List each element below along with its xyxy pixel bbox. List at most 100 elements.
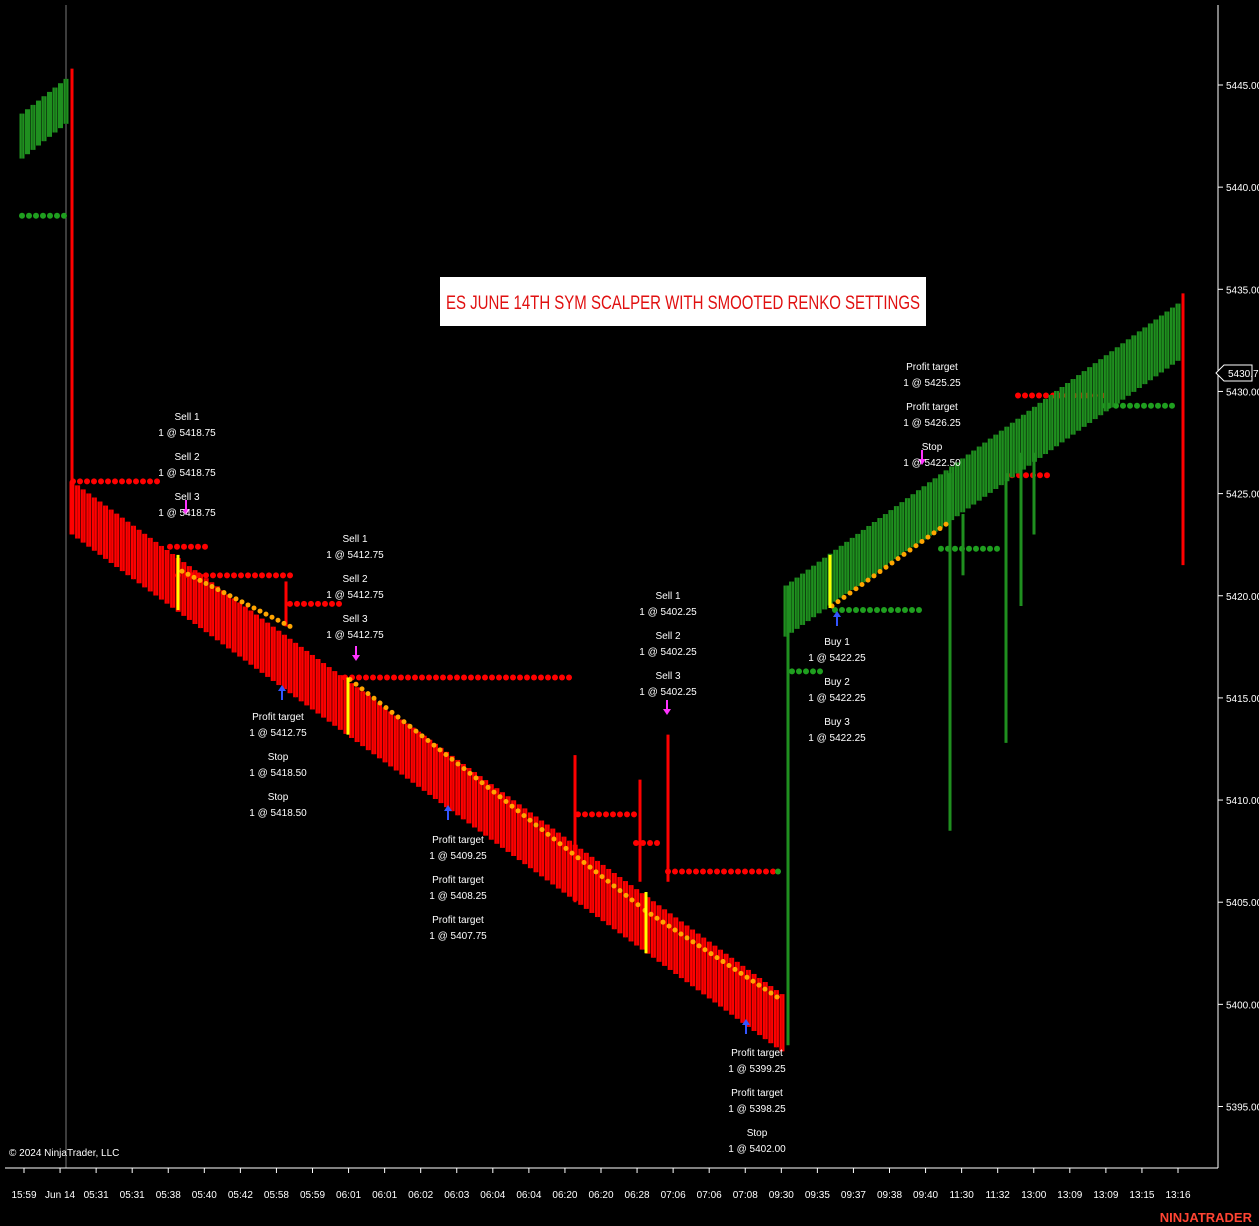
stop-dot — [756, 868, 762, 875]
smoothing-dot — [275, 617, 281, 623]
stop-dot-layer — [19, 212, 1175, 875]
smoothing-dot — [557, 841, 563, 847]
smoothing-dot — [353, 681, 359, 687]
smoothing-dot — [696, 943, 702, 949]
stop-dot — [112, 478, 118, 485]
trade-annotation-line: 1 @ 5422.50 — [903, 458, 961, 469]
x-tick-label: 13:15 — [1129, 1190, 1154, 1201]
stop-dot — [973, 545, 979, 552]
smoothing-dot — [859, 581, 865, 587]
smoothing-dot — [431, 742, 437, 748]
trade-annotation-line: Sell 3 — [655, 671, 680, 682]
smoothing-dot — [593, 869, 599, 875]
sell-arrow-head — [663, 709, 671, 715]
smoothing-dot — [702, 947, 708, 953]
stop-dot — [538, 674, 544, 681]
trade-annotation-line: 1 @ 5425.25 — [903, 378, 961, 389]
smoothing-dot — [413, 728, 419, 734]
trade-annotation-line: Stop — [268, 752, 289, 763]
smoothing-dot — [877, 569, 883, 575]
smoothing-dot — [191, 574, 197, 580]
smoothing-dot — [865, 577, 871, 583]
stop-dot — [603, 811, 609, 818]
trade-annotation-line: Sell 3 — [342, 614, 367, 625]
stop-dot — [238, 572, 244, 579]
trade-annotation-line: 1 @ 5407.75 — [429, 931, 487, 942]
smoothing-dot — [738, 970, 744, 976]
stop-dot — [489, 674, 495, 681]
stop-dot — [524, 674, 530, 681]
stop-dot — [566, 674, 572, 681]
smoothing-dot — [678, 931, 684, 937]
x-tick-label: 06:20 — [552, 1190, 577, 1201]
smoothing-dot — [672, 927, 678, 933]
x-tick-label: 09:37 — [841, 1190, 866, 1201]
smoothing-dot — [720, 959, 726, 965]
smoothing-dot — [901, 551, 907, 557]
stop-dot — [154, 478, 160, 485]
smoothing-dot — [648, 911, 654, 917]
stop-dot — [1127, 402, 1133, 409]
stop-dot — [91, 478, 97, 485]
stop-dot — [147, 478, 153, 485]
trade-annotation-line: 1 @ 5412.75 — [326, 550, 384, 561]
trade-annotation-line: 1 @ 5422.25 — [808, 733, 866, 744]
stop-dot — [633, 839, 639, 846]
stop-dot — [47, 212, 53, 219]
stop-dot — [167, 543, 173, 550]
smoothing-dot — [449, 756, 455, 762]
stop-dot — [259, 572, 265, 579]
stop-dot — [545, 674, 551, 681]
stop-dot — [202, 543, 208, 550]
stop-dot — [77, 478, 83, 485]
stop-dot — [714, 868, 720, 875]
trade-annotation-line: 1 @ 5422.25 — [808, 693, 866, 704]
trade-annotation-line: Profit target — [731, 1048, 783, 1059]
stop-dot — [810, 668, 816, 675]
trade-annotation-line: Sell 1 — [342, 534, 367, 545]
x-tick-label: 06:04 — [516, 1190, 541, 1201]
y-tick-label: 5430.00 — [1226, 387, 1259, 398]
x-tick-label: 13:00 — [1021, 1190, 1046, 1201]
price-tag-text: 5430.75 — [1228, 369, 1259, 380]
trade-annotation-line: Buy 3 — [824, 717, 850, 728]
stop-dot — [188, 543, 194, 550]
smoothing-dot — [209, 584, 215, 590]
smoothing-dot — [623, 892, 629, 898]
stop-dot — [895, 607, 901, 614]
smoothing-dot — [913, 543, 919, 549]
x-tick-label: 06:04 — [480, 1190, 505, 1201]
trade-annotation-line: 1 @ 5409.25 — [429, 851, 487, 862]
trade-annotation-line: Sell 2 — [174, 452, 199, 463]
stop-dot — [874, 607, 880, 614]
y-tick-label: 5405.00 — [1226, 898, 1259, 909]
stop-dot — [315, 600, 321, 607]
trade-annotation-line: 1 @ 5402.25 — [639, 607, 697, 618]
stop-dot — [721, 868, 727, 875]
smoothing-dot — [768, 990, 774, 996]
stop-dot — [280, 572, 286, 579]
stop-dot — [496, 674, 502, 681]
smoothing-dot — [395, 714, 401, 720]
stop-dot — [624, 811, 630, 818]
smoothing-dot — [937, 526, 943, 532]
stop-dot — [195, 543, 201, 550]
trade-annotation-line: 1 @ 5418.50 — [249, 808, 307, 819]
x-tick-label: 15:59 — [11, 1190, 36, 1201]
stop-dot — [686, 868, 692, 875]
stop-dot — [119, 478, 125, 485]
stop-dot — [454, 674, 460, 681]
x-tick-label: 11:32 — [986, 1190, 1011, 1201]
smoothing-dot — [690, 939, 696, 945]
stop-dot — [363, 674, 369, 681]
x-tick-label: 13:09 — [1093, 1190, 1118, 1201]
stop-dot — [707, 868, 713, 875]
smoothing-dot — [545, 831, 551, 837]
smoothing-dot — [847, 590, 853, 596]
smoothing-dot — [269, 614, 275, 620]
cover-arrow-head — [833, 611, 841, 617]
x-tick-label: 06:02 — [408, 1190, 433, 1201]
smoothing-dot — [371, 695, 377, 701]
stop-dot — [853, 607, 859, 614]
stop-dot — [610, 811, 616, 818]
